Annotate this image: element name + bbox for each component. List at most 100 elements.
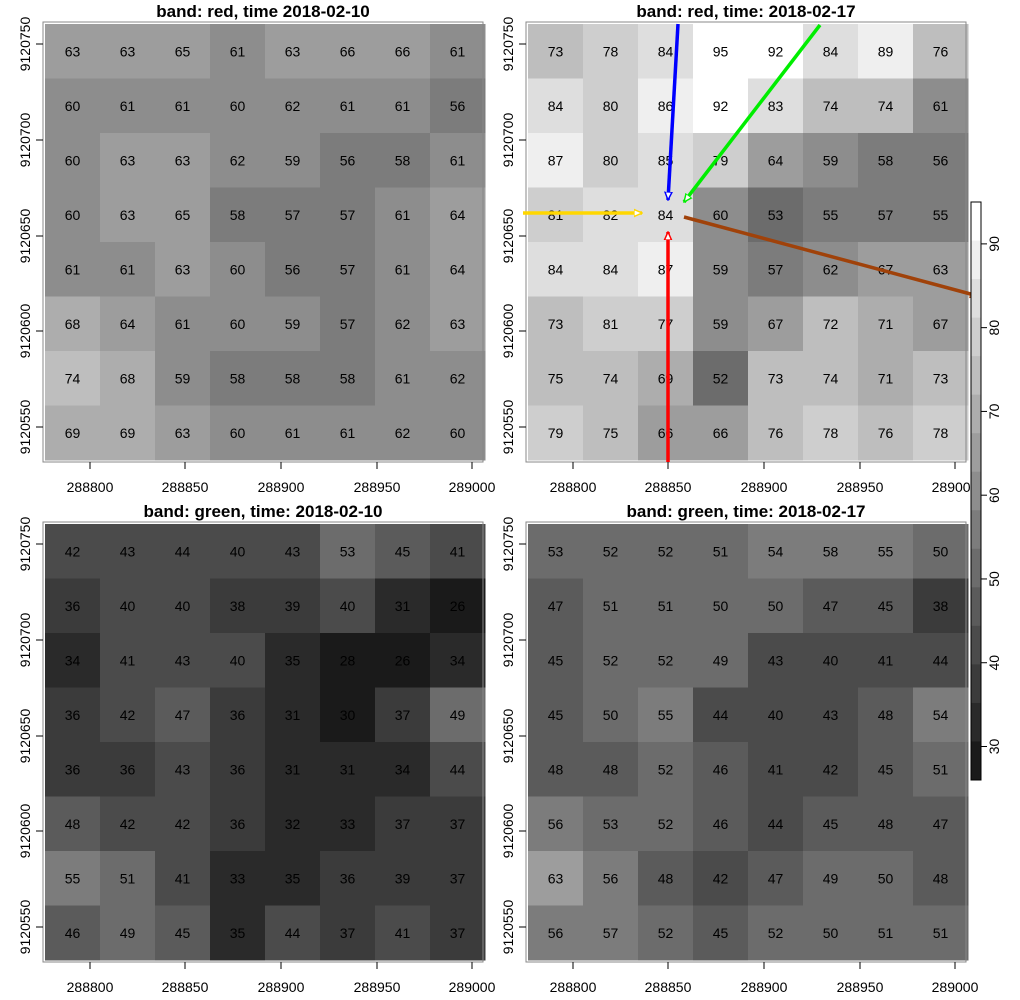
heatmap-cell (638, 578, 694, 634)
cell-value-label: 37 (450, 870, 466, 886)
heatmap-cell (583, 742, 639, 797)
heatmap-cell (748, 633, 804, 688)
heatmap-cell (583, 24, 639, 79)
heatmap-cell (430, 351, 486, 406)
heatmap-cell (803, 687, 859, 743)
cell-value-label: 58 (395, 152, 411, 168)
panel-title: band: red, time: 2018-02-17 (636, 2, 855, 21)
cell-value-label: 56 (603, 870, 619, 886)
x-tick-label: 288950 (354, 979, 401, 995)
cell-value-label: 62 (395, 316, 411, 332)
heatmap-cell (693, 242, 749, 297)
cell-value-label: 69 (65, 425, 81, 441)
cell-value-label: 45 (823, 816, 839, 832)
cell-value-label: 51 (603, 598, 619, 614)
heatmap-cell (45, 524, 101, 579)
legend-swatch (971, 394, 981, 434)
cell-value-label: 63 (65, 43, 81, 59)
heatmap-cell (913, 851, 969, 906)
cell-value-label: 73 (548, 316, 564, 332)
cell-value-label: 48 (933, 870, 949, 886)
heatmap-cell (265, 633, 321, 688)
cell-value-label: 56 (285, 261, 301, 277)
heatmap-cell (913, 524, 969, 579)
y-tick-label: 9120750 (17, 17, 33, 72)
cell-value-label: 67 (933, 316, 949, 332)
heatmap-cell (803, 905, 859, 961)
cell-value-label: 37 (395, 707, 411, 723)
cell-value-label: 40 (120, 598, 136, 614)
legend-tick-label: 70 (986, 403, 1002, 419)
y-tick-label: 9120550 (500, 400, 516, 455)
cell-value-label: 42 (175, 816, 191, 832)
cell-value-label: 37 (395, 816, 411, 832)
heatmap-cell (913, 687, 969, 743)
x-tick-label: 288800 (67, 979, 114, 995)
cell-value-label: 57 (603, 925, 619, 941)
cell-value-label: 45 (878, 761, 894, 777)
cell-value-label: 36 (340, 870, 356, 886)
heatmap-cell (100, 796, 156, 852)
cell-value-label: 46 (713, 761, 729, 777)
cell-value-label: 57 (340, 207, 356, 223)
heatmap-cell (155, 351, 211, 406)
cell-value-label: 47 (548, 598, 564, 614)
cell-value-label: 62 (823, 261, 839, 277)
cell-value-label: 49 (713, 652, 729, 668)
panel-2: band: red, time: 2018-02-17 73 78 84 95 92 84 8… (500, 2, 979, 495)
cell-value-label: 50 (878, 870, 894, 886)
panel-frame (42, 521, 484, 963)
heatmap-cell (528, 78, 584, 134)
heatmap-cell (155, 905, 211, 961)
x-tick-label: 288800 (67, 479, 114, 495)
heatmap-cell (265, 905, 321, 961)
heatmap-cell (265, 187, 321, 243)
panels-layer: band: red, time 2018-02-10 63 63 65 61 63 66 66… (17, 2, 979, 995)
cell-value-label: 73 (933, 370, 949, 386)
cell-value-label: 46 (713, 816, 729, 832)
cell-value-label: 38 (230, 598, 246, 614)
heatmap-cell (155, 296, 211, 352)
cell-value-label: 36 (65, 707, 81, 723)
heatmap-cell (210, 633, 266, 688)
cell-value-label: 58 (340, 370, 356, 386)
heatmap-cell (265, 524, 321, 579)
panel-3: band: green, time: 2018-02-10 42 43 44 40 43 5… (17, 502, 496, 995)
cell-value-label: 76 (878, 425, 894, 441)
x-tick-label: 288850 (162, 979, 209, 995)
heatmap-cell (45, 905, 101, 961)
cell-value-label: 54 (768, 543, 784, 559)
heatmap-cell (265, 687, 321, 743)
heatmap-cell (430, 242, 486, 297)
cell-value-label: 62 (395, 425, 411, 441)
cell-value-label: 47 (175, 707, 191, 723)
legend-swatch (971, 240, 981, 280)
heatmap-cell (100, 133, 156, 188)
heatmap-cell (100, 296, 156, 352)
y-tick-label: 9120650 (17, 209, 33, 264)
cell-value-label: 50 (603, 707, 619, 723)
heatmap-cell (375, 742, 431, 797)
heatmap-cell (803, 524, 859, 579)
heatmap-cell (913, 633, 969, 688)
cell-value-label: 36 (65, 761, 81, 777)
cell-value-label: 65 (175, 43, 191, 59)
heatmap-cell (265, 296, 321, 352)
cell-value-label: 43 (120, 543, 136, 559)
legend-swatch (971, 510, 981, 550)
cell-value-label: 56 (340, 152, 356, 168)
cell-value-label: 52 (658, 816, 674, 832)
heatmap-cell (528, 351, 584, 406)
cell-value-label: 49 (120, 925, 136, 941)
cell-value-label: 59 (285, 152, 301, 168)
cell-value-label: 58 (878, 152, 894, 168)
y-tick-label: 9120700 (17, 613, 33, 668)
heatmap-cell (638, 405, 694, 461)
heatmap-cell (803, 578, 859, 634)
heatmap-cell (375, 905, 431, 961)
heatmap-cell (858, 633, 914, 688)
x-tick-label: 288850 (162, 479, 209, 495)
cell-value-label: 62 (285, 98, 301, 114)
cell-value-label: 50 (933, 543, 949, 559)
cell-value-label: 33 (340, 816, 356, 832)
